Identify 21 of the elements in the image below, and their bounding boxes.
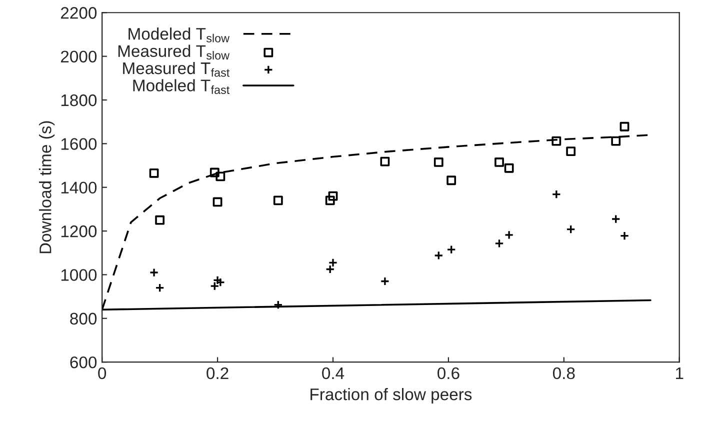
x-axis-title: Fraction of slow peers (310, 388, 472, 404)
y-tick-label: 2200 (60, 7, 97, 19)
y-tick-label: 1800 (61, 94, 97, 106)
y-tick-label: 1600 (61, 138, 97, 150)
y-axis-title: Download time (s) (39, 121, 55, 254)
y-tick-label: 2000 (60, 50, 97, 63)
x-tick-label: 1 (676, 368, 684, 379)
x-tick-label: 0.8 (552, 367, 575, 380)
y-tick-label: 600 (70, 356, 97, 368)
legend-label: Modeled T$_{slow}$ (128, 28, 230, 42)
legend-label: Measured T$_{slow}$ (118, 44, 230, 60)
y-tick-label: 1400 (61, 182, 97, 194)
legend-label: Measured T$_{fast}$ (123, 62, 230, 77)
x-tick-label: 0.6 (438, 367, 460, 380)
y-tick-label: 1200 (61, 225, 97, 238)
y-tick-label: 800 (70, 312, 97, 325)
legend-label: Modeled T$_{fast}$ (133, 79, 230, 94)
x-tick-label: 0.2 (206, 367, 228, 380)
x-tick-label: 0 (98, 367, 106, 380)
y-tick-label: 1000 (61, 269, 97, 281)
x-tick-label: 0.4 (322, 367, 344, 380)
